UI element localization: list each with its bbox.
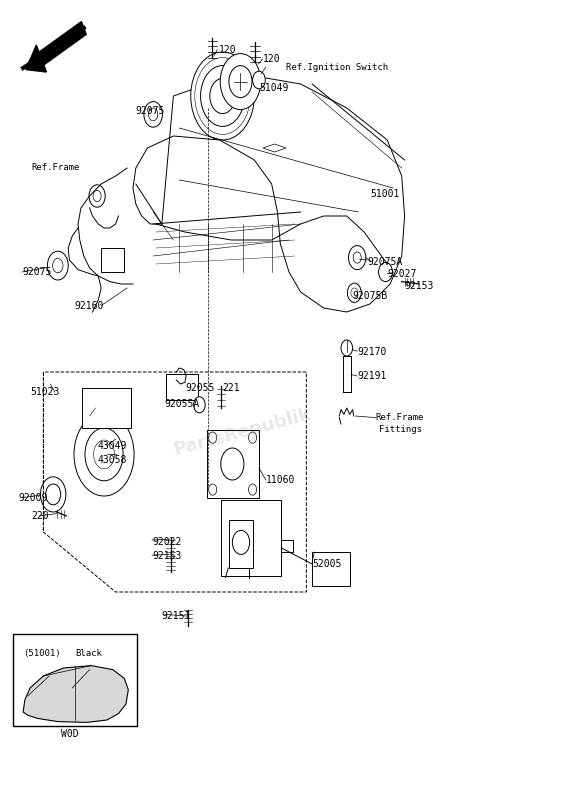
Bar xyxy=(101,248,124,272)
Circle shape xyxy=(89,185,105,207)
Text: 120: 120 xyxy=(218,45,236,54)
Polygon shape xyxy=(133,76,405,312)
Bar xyxy=(13,634,137,726)
Circle shape xyxy=(341,340,353,356)
Text: 92027: 92027 xyxy=(387,269,417,278)
Circle shape xyxy=(194,397,205,413)
Circle shape xyxy=(379,262,392,282)
Bar xyxy=(343,356,351,392)
Bar xyxy=(281,540,293,552)
Bar xyxy=(207,430,259,498)
Circle shape xyxy=(220,54,261,110)
Circle shape xyxy=(47,251,68,280)
Text: 220: 220 xyxy=(32,511,49,521)
Circle shape xyxy=(40,477,66,512)
Text: 92075: 92075 xyxy=(136,106,165,116)
Bar xyxy=(229,520,253,568)
Text: W0D: W0D xyxy=(61,730,78,739)
Text: 92022: 92022 xyxy=(152,537,181,546)
Bar xyxy=(221,500,281,576)
Text: 51023: 51023 xyxy=(30,387,60,397)
Polygon shape xyxy=(23,666,128,722)
Text: 52005: 52005 xyxy=(312,559,342,569)
Text: 11060: 11060 xyxy=(266,475,295,485)
Text: 92055A: 92055A xyxy=(165,399,200,409)
Text: Fittings: Fittings xyxy=(379,425,421,434)
Bar xyxy=(82,388,131,428)
Circle shape xyxy=(144,102,162,127)
Bar xyxy=(166,374,198,400)
Text: Ref.Frame: Ref.Frame xyxy=(32,163,80,173)
Text: 51001: 51001 xyxy=(370,189,399,198)
Text: PartsRepublik: PartsRepublik xyxy=(172,405,313,459)
Text: 92151: 92151 xyxy=(162,611,191,621)
Circle shape xyxy=(349,246,366,270)
Bar xyxy=(312,552,350,586)
Text: 92170: 92170 xyxy=(357,347,387,357)
Circle shape xyxy=(347,283,361,302)
Circle shape xyxy=(191,52,254,140)
Text: Black: Black xyxy=(75,649,102,658)
Text: 92160: 92160 xyxy=(74,302,103,311)
Text: 120: 120 xyxy=(263,54,280,64)
Text: 43049: 43049 xyxy=(97,441,127,450)
Circle shape xyxy=(253,71,265,89)
Text: 92153: 92153 xyxy=(152,551,181,561)
Text: Ref.Frame: Ref.Frame xyxy=(376,413,424,422)
Text: 92191: 92191 xyxy=(357,371,387,381)
Text: Ref.Ignition Switch: Ref.Ignition Switch xyxy=(286,62,388,72)
Text: 51049: 51049 xyxy=(259,83,288,93)
Text: (51001): (51001) xyxy=(23,649,61,658)
Text: 92075A: 92075A xyxy=(367,257,402,266)
Circle shape xyxy=(74,413,134,496)
Text: 43058: 43058 xyxy=(97,455,127,465)
FancyArrow shape xyxy=(26,22,86,72)
Text: 92075: 92075 xyxy=(22,267,51,277)
Text: 92075B: 92075B xyxy=(353,291,388,301)
Text: 92153: 92153 xyxy=(405,281,434,290)
Text: 92009: 92009 xyxy=(18,493,48,502)
Text: 92055: 92055 xyxy=(185,383,214,393)
Text: 221: 221 xyxy=(223,383,240,393)
